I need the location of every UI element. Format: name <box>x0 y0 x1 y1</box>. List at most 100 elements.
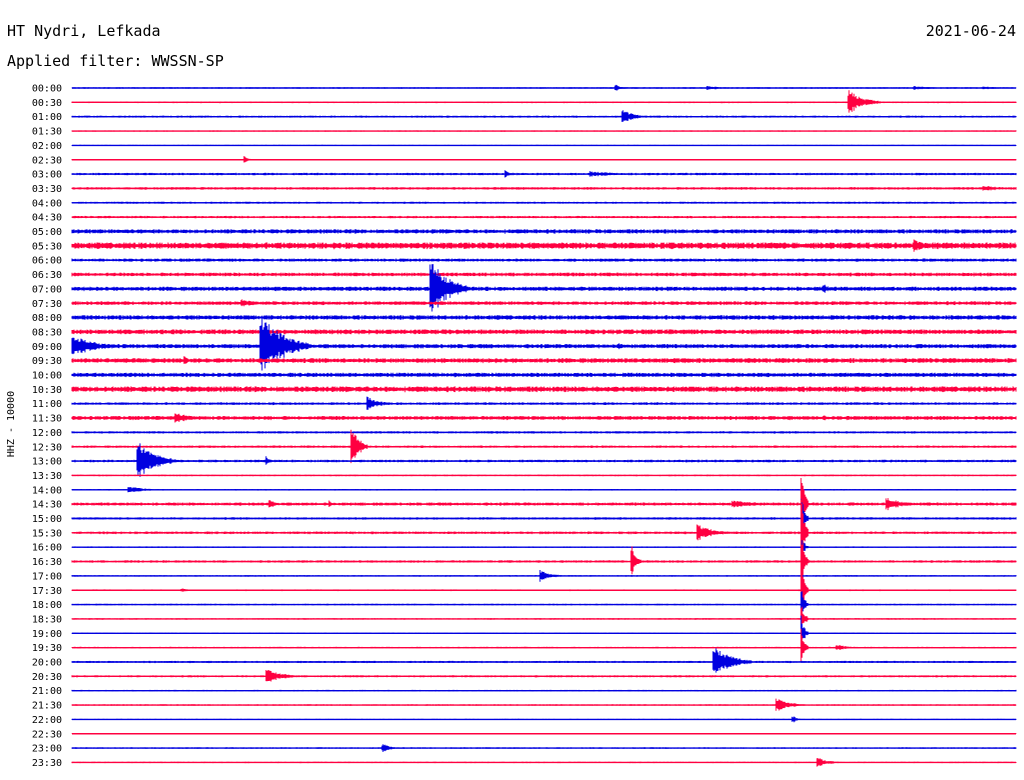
seismic-trace <box>71 698 1017 711</box>
time-tick-label: 17:30 <box>32 586 62 597</box>
seismic-trace <box>71 615 1017 649</box>
seismic-trace <box>71 478 1017 528</box>
time-tick-label: 02:00 <box>32 141 62 152</box>
time-tick-label: 07:30 <box>32 299 62 310</box>
time-tick-label: 21:00 <box>32 686 62 697</box>
time-tick-label: 01:00 <box>32 112 62 123</box>
seismic-trace <box>71 474 1017 477</box>
time-tick-label: 10:00 <box>32 371 62 382</box>
time-tick-label: 04:00 <box>32 198 62 209</box>
time-tick-label: 16:00 <box>32 543 62 554</box>
filter-label: Applied filter: WWSSN-SP <box>7 52 224 70</box>
seismic-trace <box>71 591 1017 618</box>
seismic-trace <box>71 628 1017 663</box>
date-label: 2021-06-24 <box>926 22 1016 40</box>
seismic-trace <box>71 264 1017 312</box>
time-tick-label: 15:00 <box>32 514 62 525</box>
station-title: HT Nydri, Lefkada <box>7 22 161 40</box>
seismic-trace <box>71 606 1017 629</box>
seismic-trace <box>71 356 1017 364</box>
seismic-trace <box>71 535 1017 558</box>
time-tick-label: 03:30 <box>32 184 62 195</box>
time-tick-label: 08:30 <box>32 327 62 338</box>
time-tick-label: 00:00 <box>32 84 62 95</box>
seismic-trace <box>71 689 1017 692</box>
time-tick-label: 18:30 <box>32 614 62 625</box>
time-tick-label: 13:30 <box>32 471 62 482</box>
seismic-trace <box>71 429 1017 464</box>
seismic-trace <box>71 201 1017 204</box>
seismic-trace <box>71 130 1017 132</box>
trace-group <box>71 84 1017 767</box>
time-tick-label: 05:00 <box>32 227 62 238</box>
seismic-trace <box>71 386 1017 393</box>
seismic-trace <box>71 716 1017 723</box>
time-tick-label: 20:30 <box>32 672 62 683</box>
time-tick-label: 23:00 <box>32 744 62 755</box>
seismic-trace <box>71 84 1017 91</box>
time-tick-label: 14:00 <box>32 485 62 496</box>
time-tick-label: 11:30 <box>32 414 62 425</box>
time-tick-label: 09:00 <box>32 342 62 353</box>
seismic-trace <box>71 568 1017 607</box>
seismic-trace <box>71 170 1017 178</box>
seismic-trace <box>71 215 1017 219</box>
seismic-trace <box>71 372 1017 378</box>
time-tick-label: 09:30 <box>32 356 62 367</box>
seismic-trace <box>71 758 1017 767</box>
time-tick-label: 22:30 <box>32 729 62 740</box>
time-tick-label: 11:00 <box>32 399 62 410</box>
time-tick-label: 21:30 <box>32 701 62 712</box>
time-tick-label: 19:30 <box>32 643 62 654</box>
time-tick-label: 16:30 <box>32 557 62 568</box>
seismic-trace <box>71 498 1017 537</box>
seismic-trace <box>71 744 1017 752</box>
seismic-trace <box>71 299 1017 307</box>
time-tick-label: 10:30 <box>32 385 62 396</box>
seismic-trace <box>71 670 1017 682</box>
seismic-trace <box>71 229 1017 234</box>
seismic-trace <box>71 526 1017 590</box>
seismic-trace <box>71 431 1017 434</box>
seismic-trace <box>71 499 1017 561</box>
time-tick-label: 17:00 <box>32 571 62 582</box>
time-tick-label: 06:30 <box>32 270 62 281</box>
y-axis-label: HHZ - 10000 <box>6 391 17 457</box>
time-tick-label: 02:30 <box>32 155 62 166</box>
time-tick-label: 00:30 <box>32 98 62 109</box>
seismic-trace <box>71 396 1017 410</box>
time-tick-label: 08:00 <box>32 313 62 324</box>
time-tick-label: 12:00 <box>32 428 62 439</box>
seismic-trace <box>71 487 1017 493</box>
time-tick-label: 04:30 <box>32 213 62 224</box>
time-tick-label: 01:30 <box>32 127 62 138</box>
seismic-trace <box>71 144 1017 146</box>
time-tick-label: 03:00 <box>32 170 62 181</box>
time-tick-label: 15:30 <box>32 528 62 539</box>
seismic-trace <box>71 110 1017 122</box>
seismic-trace <box>71 570 1017 582</box>
seismic-trace <box>71 239 1017 252</box>
time-tick-label: 13:00 <box>32 457 62 468</box>
seismic-trace <box>71 733 1017 735</box>
time-tick-label: 18:00 <box>32 600 62 611</box>
seismic-trace <box>71 272 1017 277</box>
time-tick-label: 06:00 <box>32 256 62 267</box>
seismic-trace <box>71 315 1017 320</box>
time-tick-label: 23:30 <box>32 758 62 769</box>
time-tick-label: 20:00 <box>32 658 62 669</box>
seismic-trace <box>71 317 1017 371</box>
seismic-trace <box>71 443 1017 477</box>
seismic-trace <box>71 90 1017 113</box>
seismic-trace <box>71 156 1017 163</box>
time-tick-label: 05:30 <box>32 241 62 252</box>
time-tick-labels: 00:00 00:30 01:00 01:30 02:00 02:30 03:00 03:30… <box>32 84 62 769</box>
time-tick-label: 22:00 <box>32 715 62 726</box>
time-tick-label: 07:00 <box>32 284 62 295</box>
time-tick-label: 19:00 <box>32 629 62 640</box>
seismic-trace <box>71 413 1017 423</box>
seismic-trace <box>71 329 1017 335</box>
seismic-trace <box>71 648 1017 673</box>
time-tick-label: 12:30 <box>32 442 62 453</box>
